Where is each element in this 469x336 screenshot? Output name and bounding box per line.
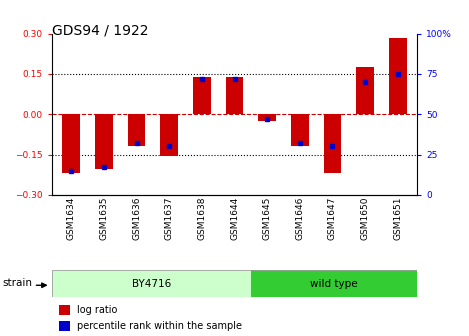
FancyBboxPatch shape — [251, 270, 417, 297]
Bar — [59, 305, 70, 315]
Text: log ratio: log ratio — [77, 305, 118, 315]
Bar — [356, 67, 374, 114]
Bar — [258, 114, 276, 121]
Text: BY4716: BY4716 — [132, 279, 171, 289]
FancyBboxPatch shape — [52, 270, 251, 297]
Bar — [95, 114, 113, 169]
Bar — [193, 77, 211, 114]
Bar — [160, 114, 178, 156]
Bar — [291, 114, 309, 146]
Bar — [128, 114, 145, 146]
Bar — [324, 114, 341, 173]
Text: strain: strain — [3, 278, 32, 288]
Bar — [389, 38, 407, 114]
Bar — [226, 77, 243, 114]
Text: GDS94 / 1922: GDS94 / 1922 — [52, 24, 148, 38]
Text: wild type: wild type — [310, 279, 358, 289]
Bar — [62, 114, 80, 173]
Bar — [59, 321, 70, 331]
Text: percentile rank within the sample: percentile rank within the sample — [77, 321, 242, 331]
